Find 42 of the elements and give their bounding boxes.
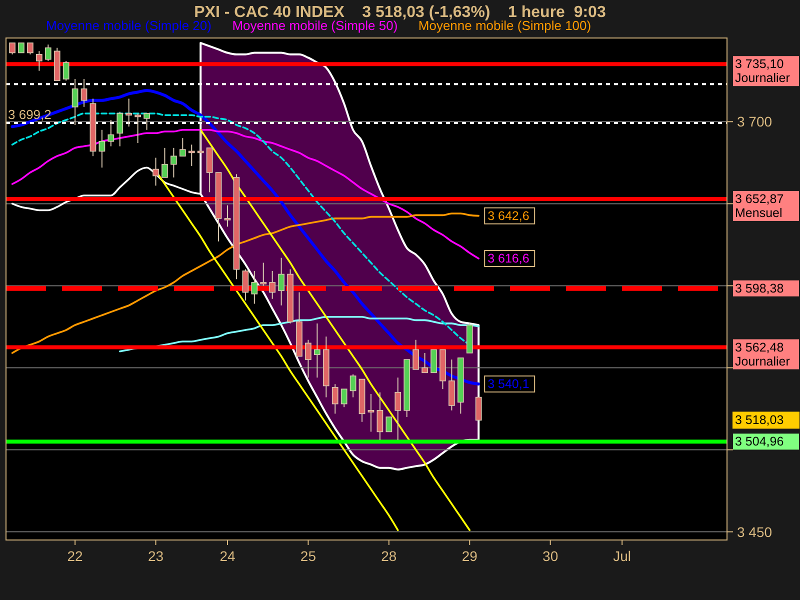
ref-line-label: 3 699,2 xyxy=(8,106,52,122)
text: Moyenne mobile (Simple 50) xyxy=(232,18,398,33)
x-tick-label: 22 xyxy=(67,548,84,564)
candlestick xyxy=(80,78,88,108)
ref-line-label: 3 652,87 Mensuel xyxy=(735,192,784,220)
ref-line-label: 3 504,96 xyxy=(735,434,784,449)
x-tick-label: 29 xyxy=(462,548,478,564)
x-tick-label: 23 xyxy=(148,548,164,564)
candlestick xyxy=(108,120,114,147)
x-tick-label: 25 xyxy=(300,548,316,564)
x-tick-label: 28 xyxy=(381,548,397,564)
x-tick-label: Jul xyxy=(613,548,632,564)
candlestick xyxy=(98,129,106,168)
candlestick xyxy=(188,144,195,166)
candlestick xyxy=(44,44,52,62)
candlestick xyxy=(144,112,150,130)
candlestick xyxy=(72,78,78,126)
candlestick xyxy=(162,147,168,178)
candlestick xyxy=(179,138,186,157)
candlestick xyxy=(170,147,177,178)
ref-line-label: 3 735,10 Journalier xyxy=(735,57,790,86)
data-label: 3 616,6 xyxy=(488,251,530,266)
y-tick-label: 3 700 xyxy=(737,114,772,130)
candlestick xyxy=(116,111,124,147)
data-label: 3 540,1 xyxy=(488,376,530,391)
candlestick xyxy=(62,60,70,82)
candlestick xyxy=(18,42,24,54)
candlestick xyxy=(126,98,132,128)
text: 3 518,03 xyxy=(735,413,784,428)
data-label: 3 642,6 xyxy=(488,208,530,223)
candlestick xyxy=(9,42,16,55)
x-tick-label: 30 xyxy=(542,548,558,564)
text: Moyenne mobile (Simple 20) xyxy=(46,18,212,33)
candlestick xyxy=(36,50,42,72)
y-tick-label: 3 450 xyxy=(737,524,772,540)
candlestick xyxy=(152,157,159,186)
ref-line-label: 3 562,48 Journalier xyxy=(735,340,790,368)
candlestick xyxy=(27,42,34,55)
ref-line-label: 3 598,38 xyxy=(735,281,784,296)
chart-title: PXI - CAC 40 INDEX 3 518,03 (-1,63%) 1 heure 9:03 xyxy=(194,4,606,21)
candlestick xyxy=(134,112,142,144)
x-tick-label: 24 xyxy=(220,548,236,564)
